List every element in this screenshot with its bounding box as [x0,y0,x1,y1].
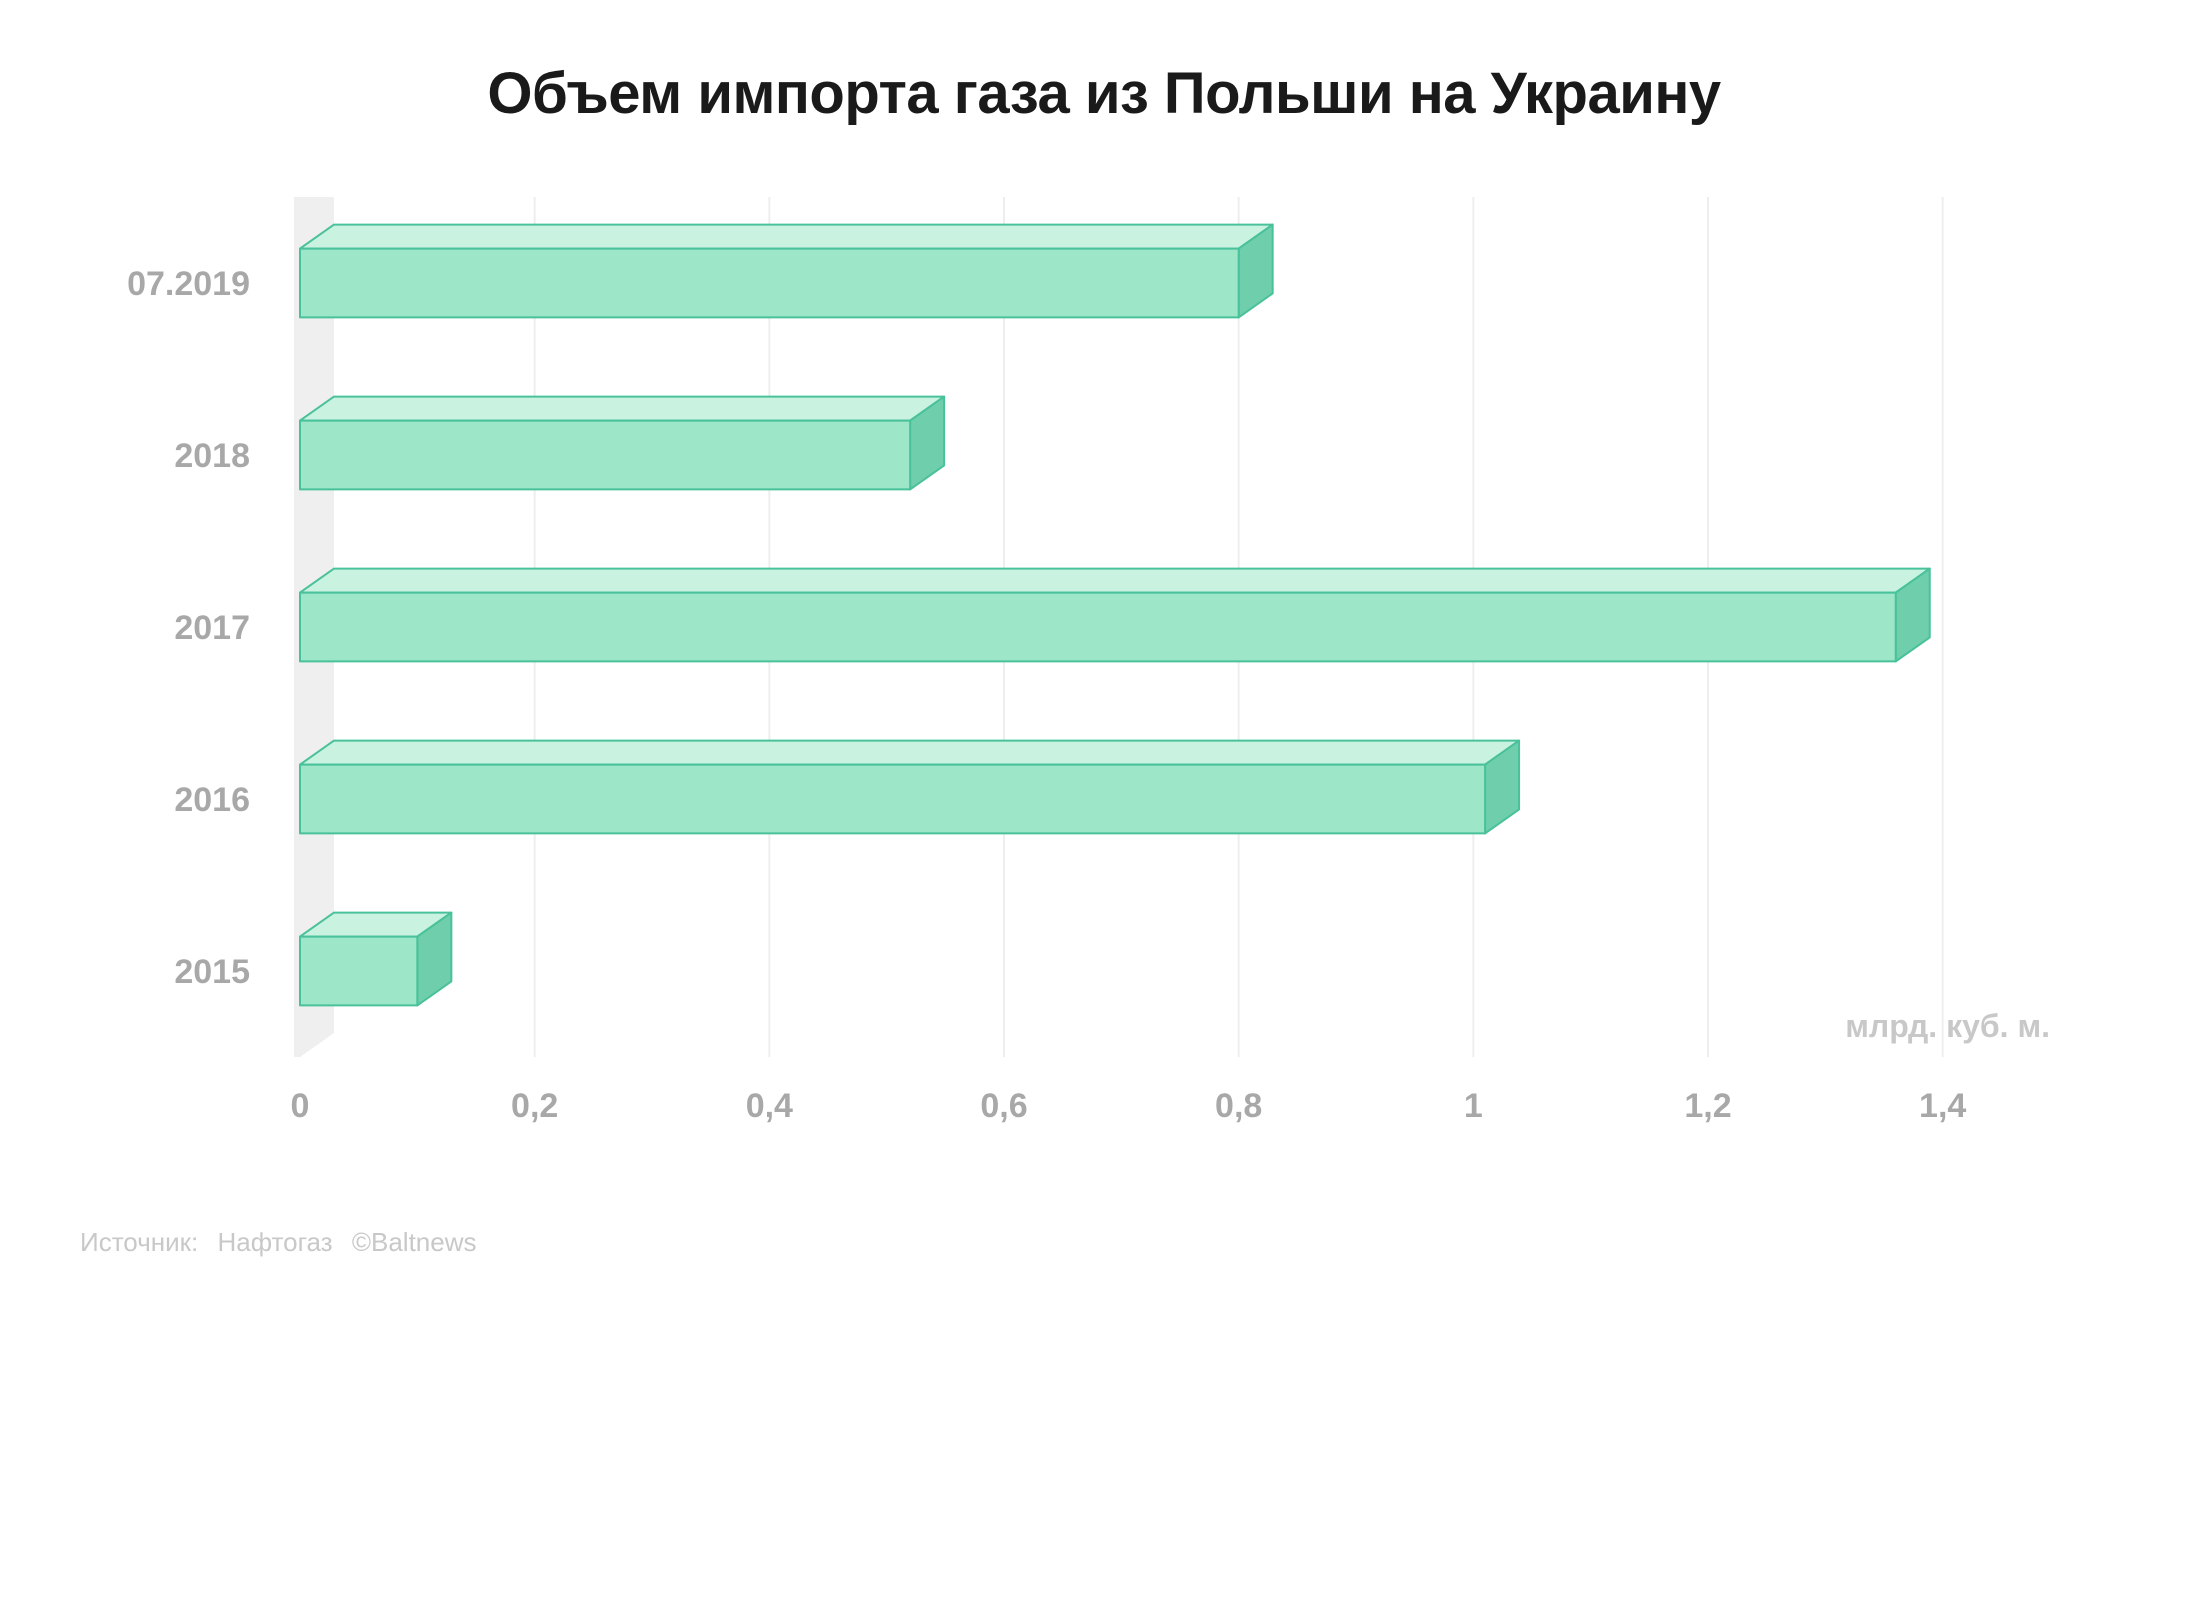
y-tick-label: 2016 [174,781,250,819]
unit-label: млрд. куб. м. [1845,1008,2050,1044]
chart-container: 0 0,2 0,4 0,6 0,8 1 1,2 1,4 млрд. куб. м. 07.2019… [80,197,2128,1177]
bar [300,913,451,1006]
y-tick-label: 2018 [174,437,250,475]
bar [300,397,944,490]
x-tick-label: 1,4 [1919,1087,1966,1125]
copyright: ©Baltnews [352,1227,477,1257]
bar [300,741,1519,834]
x-tick-label: 1,2 [1684,1087,1731,1125]
bar [300,569,1930,662]
y-tick-label: 07.2019 [127,265,250,303]
x-tick-label: 0,4 [746,1087,793,1125]
y-tick-label: 2017 [174,609,250,647]
x-tick-label: 0 [291,1087,310,1125]
y-tick-label: 2015 [174,953,250,991]
bar [300,225,1273,318]
source-label: Источник: [80,1227,198,1257]
x-tick-label: 0,6 [980,1087,1027,1125]
x-tick-label: 0,2 [511,1087,558,1125]
chart-footer: Источник: Нафтогаз ©Baltnews [80,1227,2128,1258]
x-tick-label: 1 [1464,1087,1483,1125]
chart-title: Объем импорта газа из Польши на Украину [80,60,2128,127]
bar-chart: 0 0,2 0,4 0,6 0,8 1 1,2 1,4 млрд. куб. м. 07.2019… [80,197,2128,1177]
x-tick-label: 0,8 [1215,1087,1262,1125]
source-value: Нафтогаз [217,1227,332,1257]
